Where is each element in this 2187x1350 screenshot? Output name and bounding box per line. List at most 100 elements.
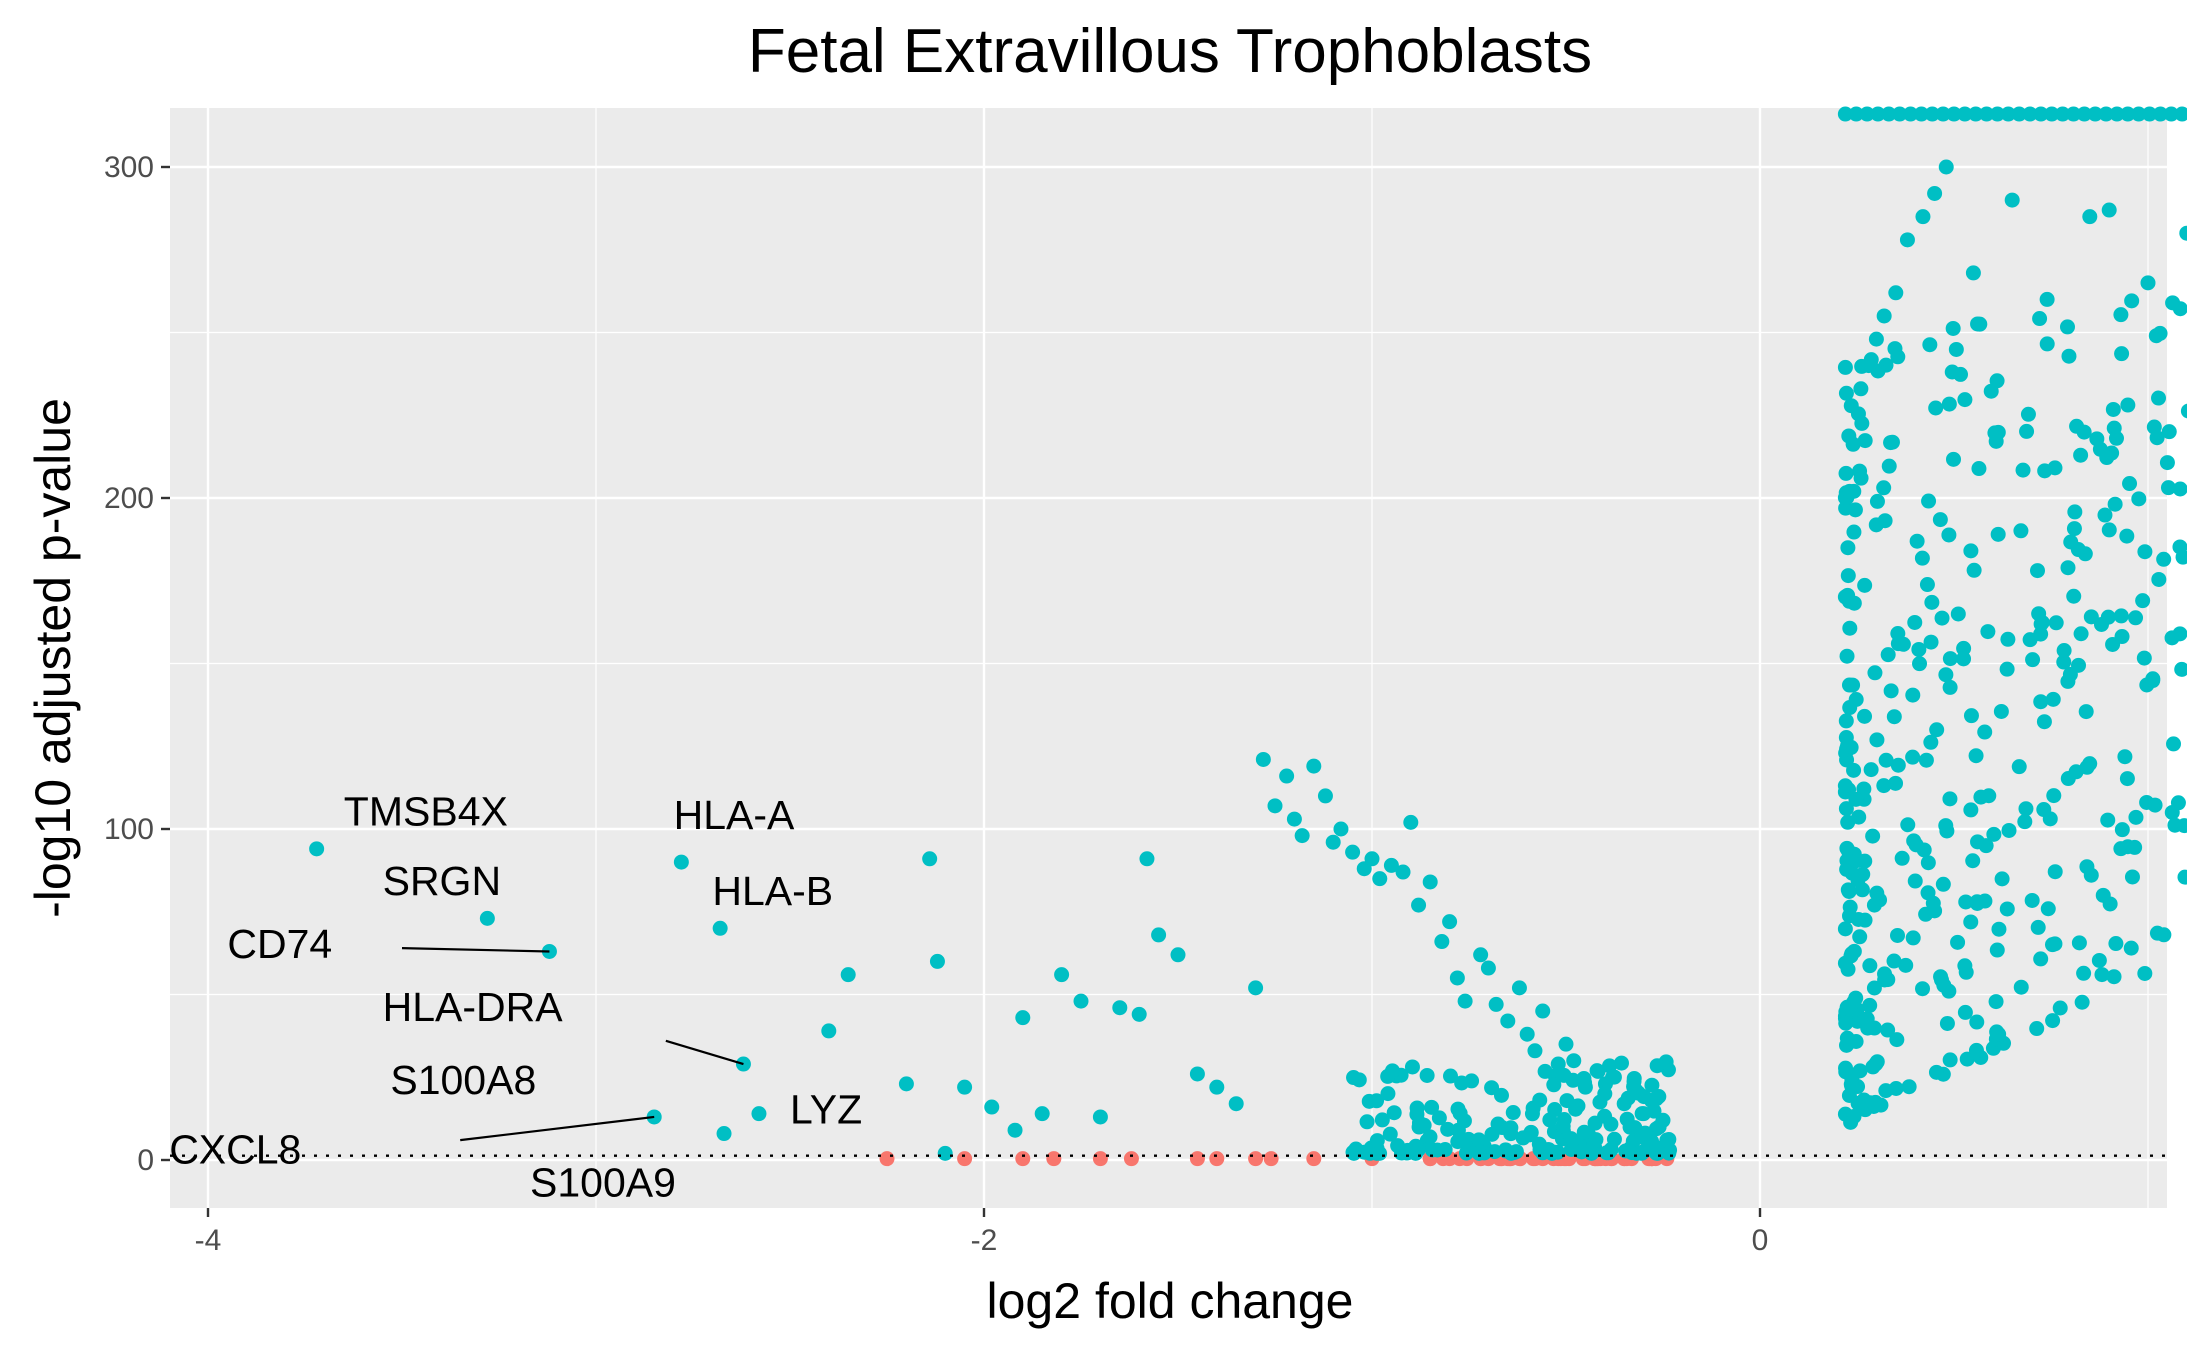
significant-point	[1850, 872, 1866, 888]
y-tick-label: 100	[104, 813, 154, 846]
significant-point	[1437, 1142, 1453, 1158]
significant-point	[1614, 1055, 1630, 1071]
capped-point	[1968, 106, 1984, 122]
significant-point	[1519, 1026, 1535, 1042]
significant-point	[1942, 651, 1958, 667]
significant-point	[1422, 874, 1438, 890]
significant-point	[2052, 1000, 2068, 1016]
significant-point	[1633, 1145, 1649, 1161]
significant-point	[1458, 1145, 1474, 1161]
significant-point	[1628, 1082, 1644, 1098]
significant-point	[1846, 595, 1862, 611]
significant-point	[2015, 462, 2031, 478]
significant-point	[1500, 1013, 1516, 1029]
significant-point	[1515, 1130, 1531, 1146]
significant-point	[1965, 853, 1981, 869]
significant-point	[1880, 1022, 1896, 1038]
significant-point	[1602, 1058, 1618, 1074]
significant-point	[1511, 980, 1527, 996]
significant-point	[1935, 876, 1951, 892]
significant-point	[957, 1079, 973, 1095]
significant-point	[1007, 1122, 1023, 1138]
significant-point	[1209, 1079, 1225, 1095]
significant-point	[1294, 828, 1310, 844]
significant-point	[1637, 1125, 1653, 1141]
gene-label: LYZ	[790, 1087, 862, 1133]
significant-point	[2137, 544, 2153, 560]
significant-point	[2108, 936, 2124, 952]
significant-point	[1889, 1032, 1905, 1048]
significant-point	[1845, 1067, 1861, 1083]
significant-point	[1408, 1145, 1424, 1161]
significant-point	[1861, 358, 1877, 374]
significant-point	[1131, 1006, 1147, 1022]
significant-point	[2068, 764, 2084, 780]
significant-point	[1471, 1145, 1487, 1161]
significant-point	[1170, 947, 1186, 963]
significant-point	[2165, 295, 2181, 311]
capped-point	[2120, 106, 2136, 122]
significant-point	[1988, 994, 2004, 1010]
significant-point	[2128, 610, 2144, 626]
significant-point	[1991, 921, 2007, 937]
significant-point	[1839, 648, 1855, 664]
significant-point	[1842, 620, 1858, 636]
significant-point	[1838, 1015, 1854, 1031]
significant-point	[1968, 1042, 1984, 1058]
significant-point	[1846, 994, 1862, 1010]
significant-point	[1857, 1102, 1873, 1118]
significant-point	[1905, 749, 1921, 765]
significant-point	[1941, 527, 1957, 543]
significant-point	[2102, 896, 2118, 912]
significant-point	[2122, 476, 2138, 492]
significant-point	[1450, 1101, 1466, 1117]
significant-point	[2045, 1013, 2061, 1029]
significant-point	[1286, 811, 1302, 827]
capped-point	[1946, 106, 1962, 122]
y-tick-label: 0	[137, 1144, 154, 1177]
significant-point	[1901, 1079, 1917, 1095]
significant-point	[2062, 666, 2078, 682]
significant-point	[1888, 775, 1904, 791]
significant-point	[1837, 359, 1853, 375]
significant-point	[2174, 661, 2187, 677]
significant-point	[1550, 1056, 1566, 1072]
significant-point	[1911, 641, 1927, 657]
significant-point	[2073, 447, 2089, 463]
capped-point	[2044, 106, 2060, 122]
significant-point	[1325, 834, 1341, 850]
significant-point	[2140, 275, 2156, 291]
capped-point	[1989, 106, 2005, 122]
significant-point	[2022, 632, 2038, 648]
significant-point	[1950, 606, 1966, 622]
significant-point	[1535, 1003, 1551, 1019]
significant-point	[1978, 838, 1994, 854]
significant-point	[1905, 930, 1921, 946]
significant-point	[1606, 1131, 1622, 1147]
gene-label: CXCL8	[169, 1126, 301, 1172]
significant-point	[2149, 925, 2165, 941]
significant-point	[1912, 656, 1928, 672]
significant-point	[1493, 1087, 1509, 1103]
significant-point	[1956, 640, 1972, 656]
significant-point	[1848, 791, 1864, 807]
significant-point	[2019, 423, 2035, 439]
capped-point	[2098, 106, 2114, 122]
significant-point	[1888, 1081, 1904, 1097]
significant-point	[1867, 665, 1883, 681]
significant-point	[1853, 470, 1869, 486]
significant-point	[1989, 942, 2005, 958]
significant-point	[1494, 1120, 1510, 1136]
significant-point	[2137, 965, 2153, 981]
significant-point	[2045, 691, 2061, 707]
significant-point	[1958, 894, 1974, 910]
nonsignificant-point	[1209, 1151, 1225, 1167]
significant-point	[2113, 608, 2129, 624]
significant-point	[984, 1099, 1000, 1115]
significant-point	[2083, 609, 2099, 625]
significant-point	[1112, 1000, 1128, 1016]
significant-point	[2148, 328, 2164, 344]
significant-point	[2048, 615, 2064, 631]
significant-point	[1644, 1077, 1660, 1093]
gene-label: HLA-A	[674, 792, 795, 838]
